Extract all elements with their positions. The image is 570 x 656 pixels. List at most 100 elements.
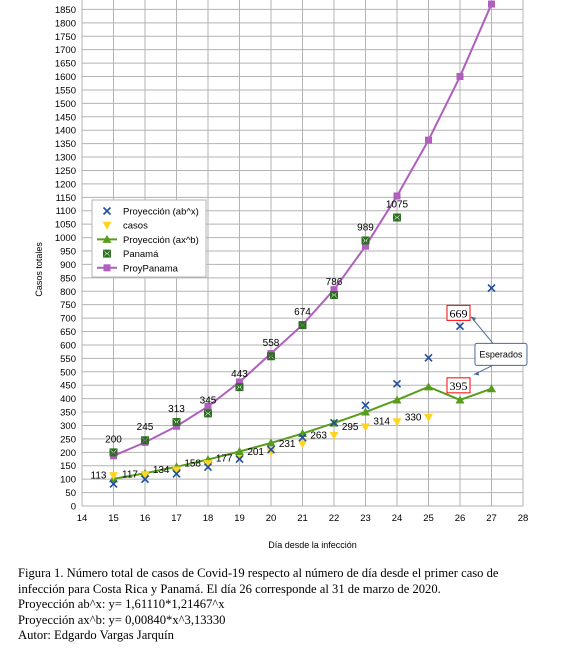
y-tick-label: 1750 [55,32,76,43]
casos-data-label: 113 [91,471,107,482]
proyeccion-abx-point [487,283,496,293]
y-tick-label: 200 [60,448,76,459]
y-tick-label: 700 [60,314,76,325]
proyeccion-abx-point [329,418,339,427]
y-tick-label: 350 [60,408,76,419]
casos-data-label: 295 [342,422,359,433]
panama-data-label: 313 [168,404,185,415]
legend-entry: Panamá [103,249,159,260]
casos-data-label: 263 [310,430,327,441]
legend-label: ProyPanama [123,263,179,274]
proyeccion-abx-point [392,379,402,388]
marker-stroke [329,418,339,427]
series-proyeccion-abx [109,283,496,489]
marker-stroke [235,454,244,464]
caption-line-5: Autor: Edgardo Vargas Jarquín [18,628,174,642]
esperados-callout-text: Esperados [479,349,523,359]
casos-point [140,471,150,480]
y-tick-label: 1200 [55,179,76,190]
y-tick-label: 50 [65,488,76,499]
panama-point [204,409,212,418]
casos-data-label: 231 [279,439,296,450]
proypanama-point [330,286,338,294]
legend-label: casos [123,221,148,232]
figure-caption: Figura 1. Número total de casos de Covid… [18,566,558,644]
annotation-395: 395 [450,379,468,393]
casos-point [361,423,370,432]
marker-stroke [266,445,276,454]
x-tick-label: 21 [297,513,308,524]
y-tick-label: 950 [60,247,76,258]
casos-point [172,466,181,475]
panama-point [235,383,244,392]
chart: 14 15 16 17 18 19 20 21 22 23 24 25 26 27 28 0 50 100 150 2… [34,0,528,550]
proyeccion-abx-point [455,322,465,331]
y-tick-label: 300 [60,421,76,432]
casos-data-label: 117 [122,470,138,481]
y-tick-label: 250 [60,434,76,445]
x-tick-label: 15 [108,513,119,524]
esperados-arrow-upper [470,316,494,344]
proyeccion-abx-point [361,401,370,410]
legend-entry: Proyección (ax^b) [97,234,199,246]
grid [81,0,524,507]
annotation-box-669 [446,304,471,321]
y-axis-title: Casos totales [34,242,44,297]
x-tick-label: 18 [203,513,214,524]
panama-data-label: 989 [357,223,374,234]
y-tick-label: 1400 [55,126,76,137]
y-tick-label: 1450 [55,112,76,123]
x-tick-label: 27 [486,513,497,524]
panama-data-label: 786 [326,277,343,288]
proyeccion-abx-point [109,479,118,489]
legend-entry: Proyección (ab^x) [102,207,199,218]
legend-label: Proyección (ax^b) [123,235,199,246]
y-tick-label: 100 [60,475,76,486]
legend-entry: ProyPanama [97,263,179,274]
y-tick-label: 750 [60,300,76,311]
y-tick-label: 1100 [56,206,76,217]
casos-data-label: 314 [373,417,390,428]
x-tick-label: 22 [329,513,340,524]
x-tick-label: 23 [360,513,371,524]
y-tick-label: 1800 [55,18,76,29]
panama-point [393,213,401,222]
panama-point [361,236,370,245]
y-tick-label: 900 [60,260,76,271]
legend-marker [103,264,111,272]
casos-point [424,413,433,422]
marker-stroke [172,469,181,478]
series-panama [109,213,401,457]
panama-data-label: 558 [263,338,280,349]
casos-data-label: 201 [247,447,264,458]
proypanama-point [393,192,401,200]
marker-stroke [392,379,402,388]
y-tick-label: 1700 [55,45,76,56]
y-tick-label: 850 [60,273,76,284]
proyeccion-abx-point [298,433,307,442]
y-tick-label: 150 [60,461,76,472]
proyeccion-axb-point [235,447,244,456]
y-tick-label: 1300 [55,153,76,164]
marker-stroke [361,401,370,410]
proyeccion-axb-point [455,395,465,404]
proypanama-point [173,422,180,430]
panama-point [172,417,181,426]
marker-stroke [203,463,213,472]
annotation-box-395 [446,377,471,394]
y-tick-label: 500 [60,367,76,378]
proyeccion-abx-point [172,469,181,478]
y-tick-label: 1850 [55,5,76,16]
x-tick-label: 19 [234,513,245,524]
marker-stroke [140,475,150,484]
proyeccion-axb-point [424,382,433,391]
casos-point [392,418,402,427]
y-tick-label: 1150 [56,193,76,204]
annotations: 669 395 Esperados [446,304,528,394]
casos-point [298,440,307,449]
y-tick-label: 1650 [55,59,76,70]
x-tick-label: 14 [77,513,88,524]
proyeccion-abx-point [140,475,150,484]
proyeccion-axb-point [487,384,496,393]
esperados-arrowhead-lower [474,371,480,376]
